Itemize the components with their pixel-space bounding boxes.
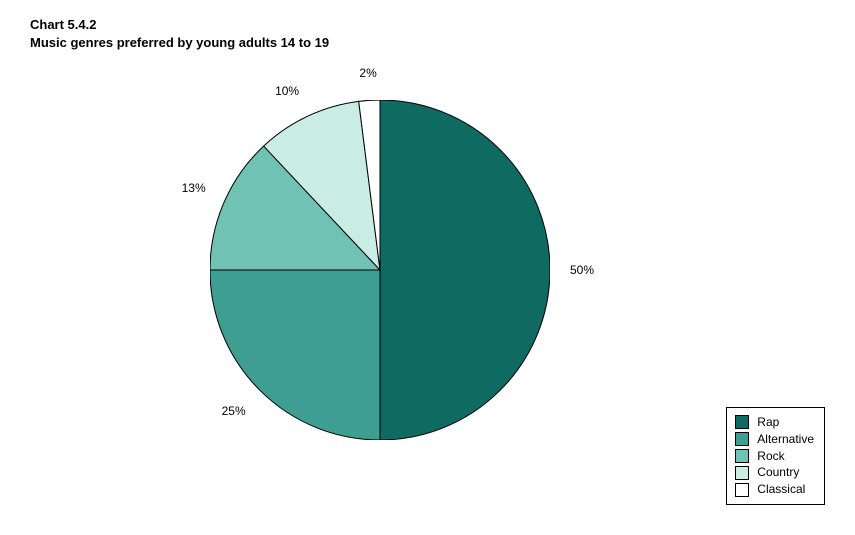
chart-title-line2: Music genres preferred by young adults 1… bbox=[30, 35, 329, 50]
chart-title-line1: Chart 5.4.2 bbox=[30, 17, 96, 32]
pie-svg bbox=[210, 100, 550, 440]
legend-swatch bbox=[735, 483, 749, 497]
slice-label-alternative: 25% bbox=[222, 404, 246, 418]
slice-label-rap: 50% bbox=[570, 263, 594, 277]
slice-label-country: 10% bbox=[275, 84, 299, 98]
legend-swatch bbox=[735, 415, 749, 429]
legend-label: Alternative bbox=[757, 431, 814, 448]
legend: RapAlternativeRockCountryClassical bbox=[726, 407, 825, 505]
legend-label: Rock bbox=[757, 448, 784, 465]
pie-chart: 50%25%13%10%2% bbox=[210, 100, 550, 440]
slice-label-classical: 2% bbox=[359, 66, 376, 80]
legend-swatch bbox=[735, 449, 749, 463]
legend-label: Country bbox=[757, 464, 799, 481]
pie-slice-rap bbox=[380, 100, 550, 440]
chart-title: Chart 5.4.2 Music genres preferred by yo… bbox=[30, 16, 329, 51]
legend-item-rap: Rap bbox=[735, 414, 814, 431]
legend-swatch bbox=[735, 466, 749, 480]
legend-label: Rap bbox=[757, 414, 779, 431]
legend-item-rock: Rock bbox=[735, 448, 814, 465]
legend-item-classical: Classical bbox=[735, 481, 814, 498]
legend-item-country: Country bbox=[735, 464, 814, 481]
legend-item-alternative: Alternative bbox=[735, 431, 814, 448]
legend-label: Classical bbox=[757, 481, 805, 498]
slice-label-rock: 13% bbox=[182, 181, 206, 195]
legend-swatch bbox=[735, 432, 749, 446]
